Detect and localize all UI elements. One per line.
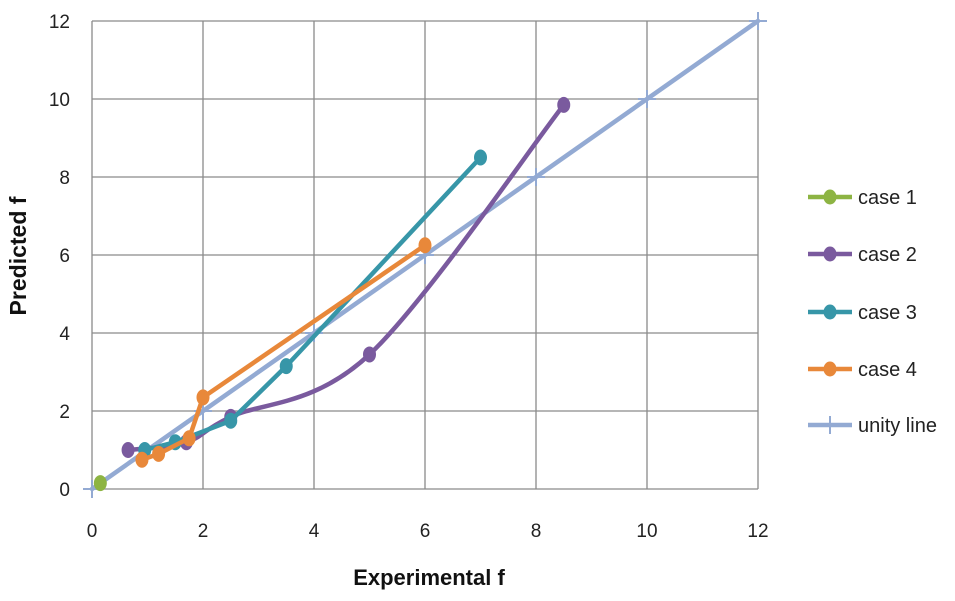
y-tick-label: 8 — [59, 168, 70, 189]
x-tick-label: 10 — [636, 521, 657, 542]
legend-label: case 1 — [858, 187, 917, 209]
x-tick-label: 12 — [747, 521, 768, 542]
y-tick-label: 4 — [59, 324, 70, 345]
legend-item-case-3: case 3 — [808, 302, 917, 324]
y-axis-title: Predicted f — [5, 196, 31, 315]
legend-item-case-1: case 1 — [808, 187, 917, 209]
legend-item-case-2: case 2 — [808, 244, 917, 266]
data-point-case-4-1 — [152, 445, 166, 462]
series-case-1 — [93, 475, 107, 492]
data-point-case-4-3 — [196, 389, 210, 406]
data-point-unity-line-5 — [638, 90, 656, 108]
x-tick-label: 4 — [309, 521, 320, 542]
series-case-3 — [138, 149, 487, 458]
data-point-unity-line-4 — [527, 168, 545, 186]
data-point-case-1-0 — [93, 475, 107, 492]
legend-marker — [821, 416, 839, 434]
data-point-case-2-3 — [363, 346, 376, 363]
y-tick-label: 12 — [49, 12, 70, 33]
data-point-case-2-4 — [557, 96, 571, 113]
legend-item-case-4: case 4 — [808, 359, 917, 381]
axis-labels: 0 2 4 6 8 10 12 0 2 4 6 8 10 12 — [49, 12, 769, 542]
series-line-case-2 — [125, 102, 566, 453]
legend-marker — [823, 304, 837, 320]
data-point-case-3-3 — [279, 358, 293, 375]
data-point-unity-line-6 — [749, 12, 767, 30]
series-case-4 — [135, 237, 432, 468]
y-tick-label: 2 — [59, 402, 70, 423]
legend-label: case 4 — [858, 359, 917, 381]
data-point-case-4-0 — [135, 451, 149, 468]
data-point-case-3-4 — [474, 149, 487, 166]
series-unity-line — [83, 12, 767, 498]
x-tick-label: 0 — [87, 521, 98, 542]
legend-label: case 3 — [858, 302, 917, 324]
data-point-case-3-2 — [224, 412, 238, 429]
x-axis-title: Experimental f — [353, 565, 505, 590]
legend-marker — [823, 189, 837, 205]
y-tick-label: 0 — [59, 480, 70, 501]
legend-label: case 2 — [858, 244, 917, 266]
data-point-case-2-0 — [121, 442, 135, 458]
legend-label: unity line — [858, 415, 937, 437]
x-tick-label: 2 — [198, 521, 209, 542]
y-tick-label: 10 — [49, 90, 70, 111]
series-layer — [83, 12, 767, 498]
legend-marker — [823, 361, 837, 377]
series-case-2 — [121, 96, 571, 458]
x-tick-label: 8 — [531, 521, 542, 542]
x-tick-label: 6 — [420, 521, 431, 542]
y-tick-label: 6 — [59, 246, 70, 267]
data-point-case-4-2 — [182, 430, 196, 447]
legend: case 1 case 2 case 3 case 4 unity line — [808, 187, 937, 437]
series-line-case-3 — [142, 155, 483, 453]
data-point-case-4-4 — [418, 237, 432, 254]
legend-item-unity-line: unity line — [808, 415, 937, 437]
legend-marker — [823, 246, 837, 262]
